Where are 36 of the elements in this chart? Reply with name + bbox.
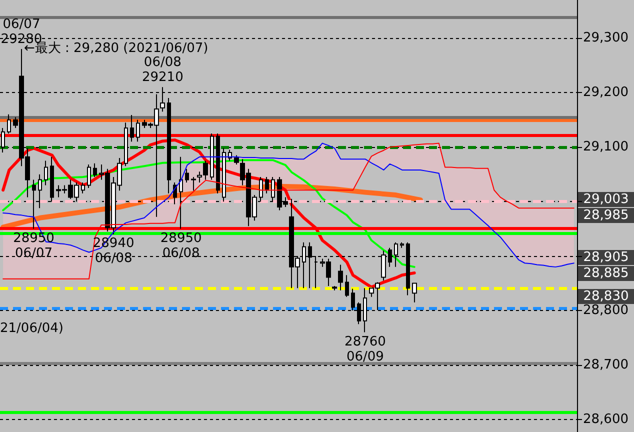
candlestick <box>130 114 134 142</box>
y-tick-label: 28,800 <box>583 303 628 318</box>
candlestick <box>338 264 343 291</box>
text: 28,905 <box>583 250 629 265</box>
candlestick <box>93 162 97 178</box>
candlestick <box>191 176 196 192</box>
candlestick <box>32 179 36 230</box>
candlestick <box>412 282 417 303</box>
y-tick-label: 28,700 <box>583 357 628 372</box>
candlestick <box>185 168 189 183</box>
text: 28,885 <box>583 266 629 281</box>
y-tick-label: 29,200 <box>583 85 628 100</box>
candlestick <box>87 164 91 188</box>
candlestick <box>81 182 85 194</box>
y-tick-label: 29,100 <box>583 140 628 155</box>
annotation: 06/08 29210 <box>142 55 184 86</box>
candlestick <box>345 274 349 298</box>
annotation: 28760 06/09 <box>344 334 386 364</box>
candlestick <box>136 119 140 142</box>
text: 29,003 <box>583 192 629 207</box>
candlestick <box>234 154 239 166</box>
candlestick <box>44 160 48 186</box>
candlestick <box>1 128 5 154</box>
candlestick <box>332 286 337 291</box>
y-tick-label: 29,300 <box>583 30 628 46</box>
y-tick-label: 28,600 <box>583 412 628 427</box>
candlestick <box>167 98 171 194</box>
candlestick <box>7 114 11 134</box>
text: 28,830 <box>583 289 629 304</box>
candlestick <box>216 132 220 194</box>
text: 28,985 <box>583 208 629 223</box>
candlestick <box>400 242 404 248</box>
candlestick <box>210 132 214 180</box>
candlestick <box>265 176 269 194</box>
annotation: 21/06/04) <box>0 321 64 336</box>
candlestick <box>222 148 226 202</box>
